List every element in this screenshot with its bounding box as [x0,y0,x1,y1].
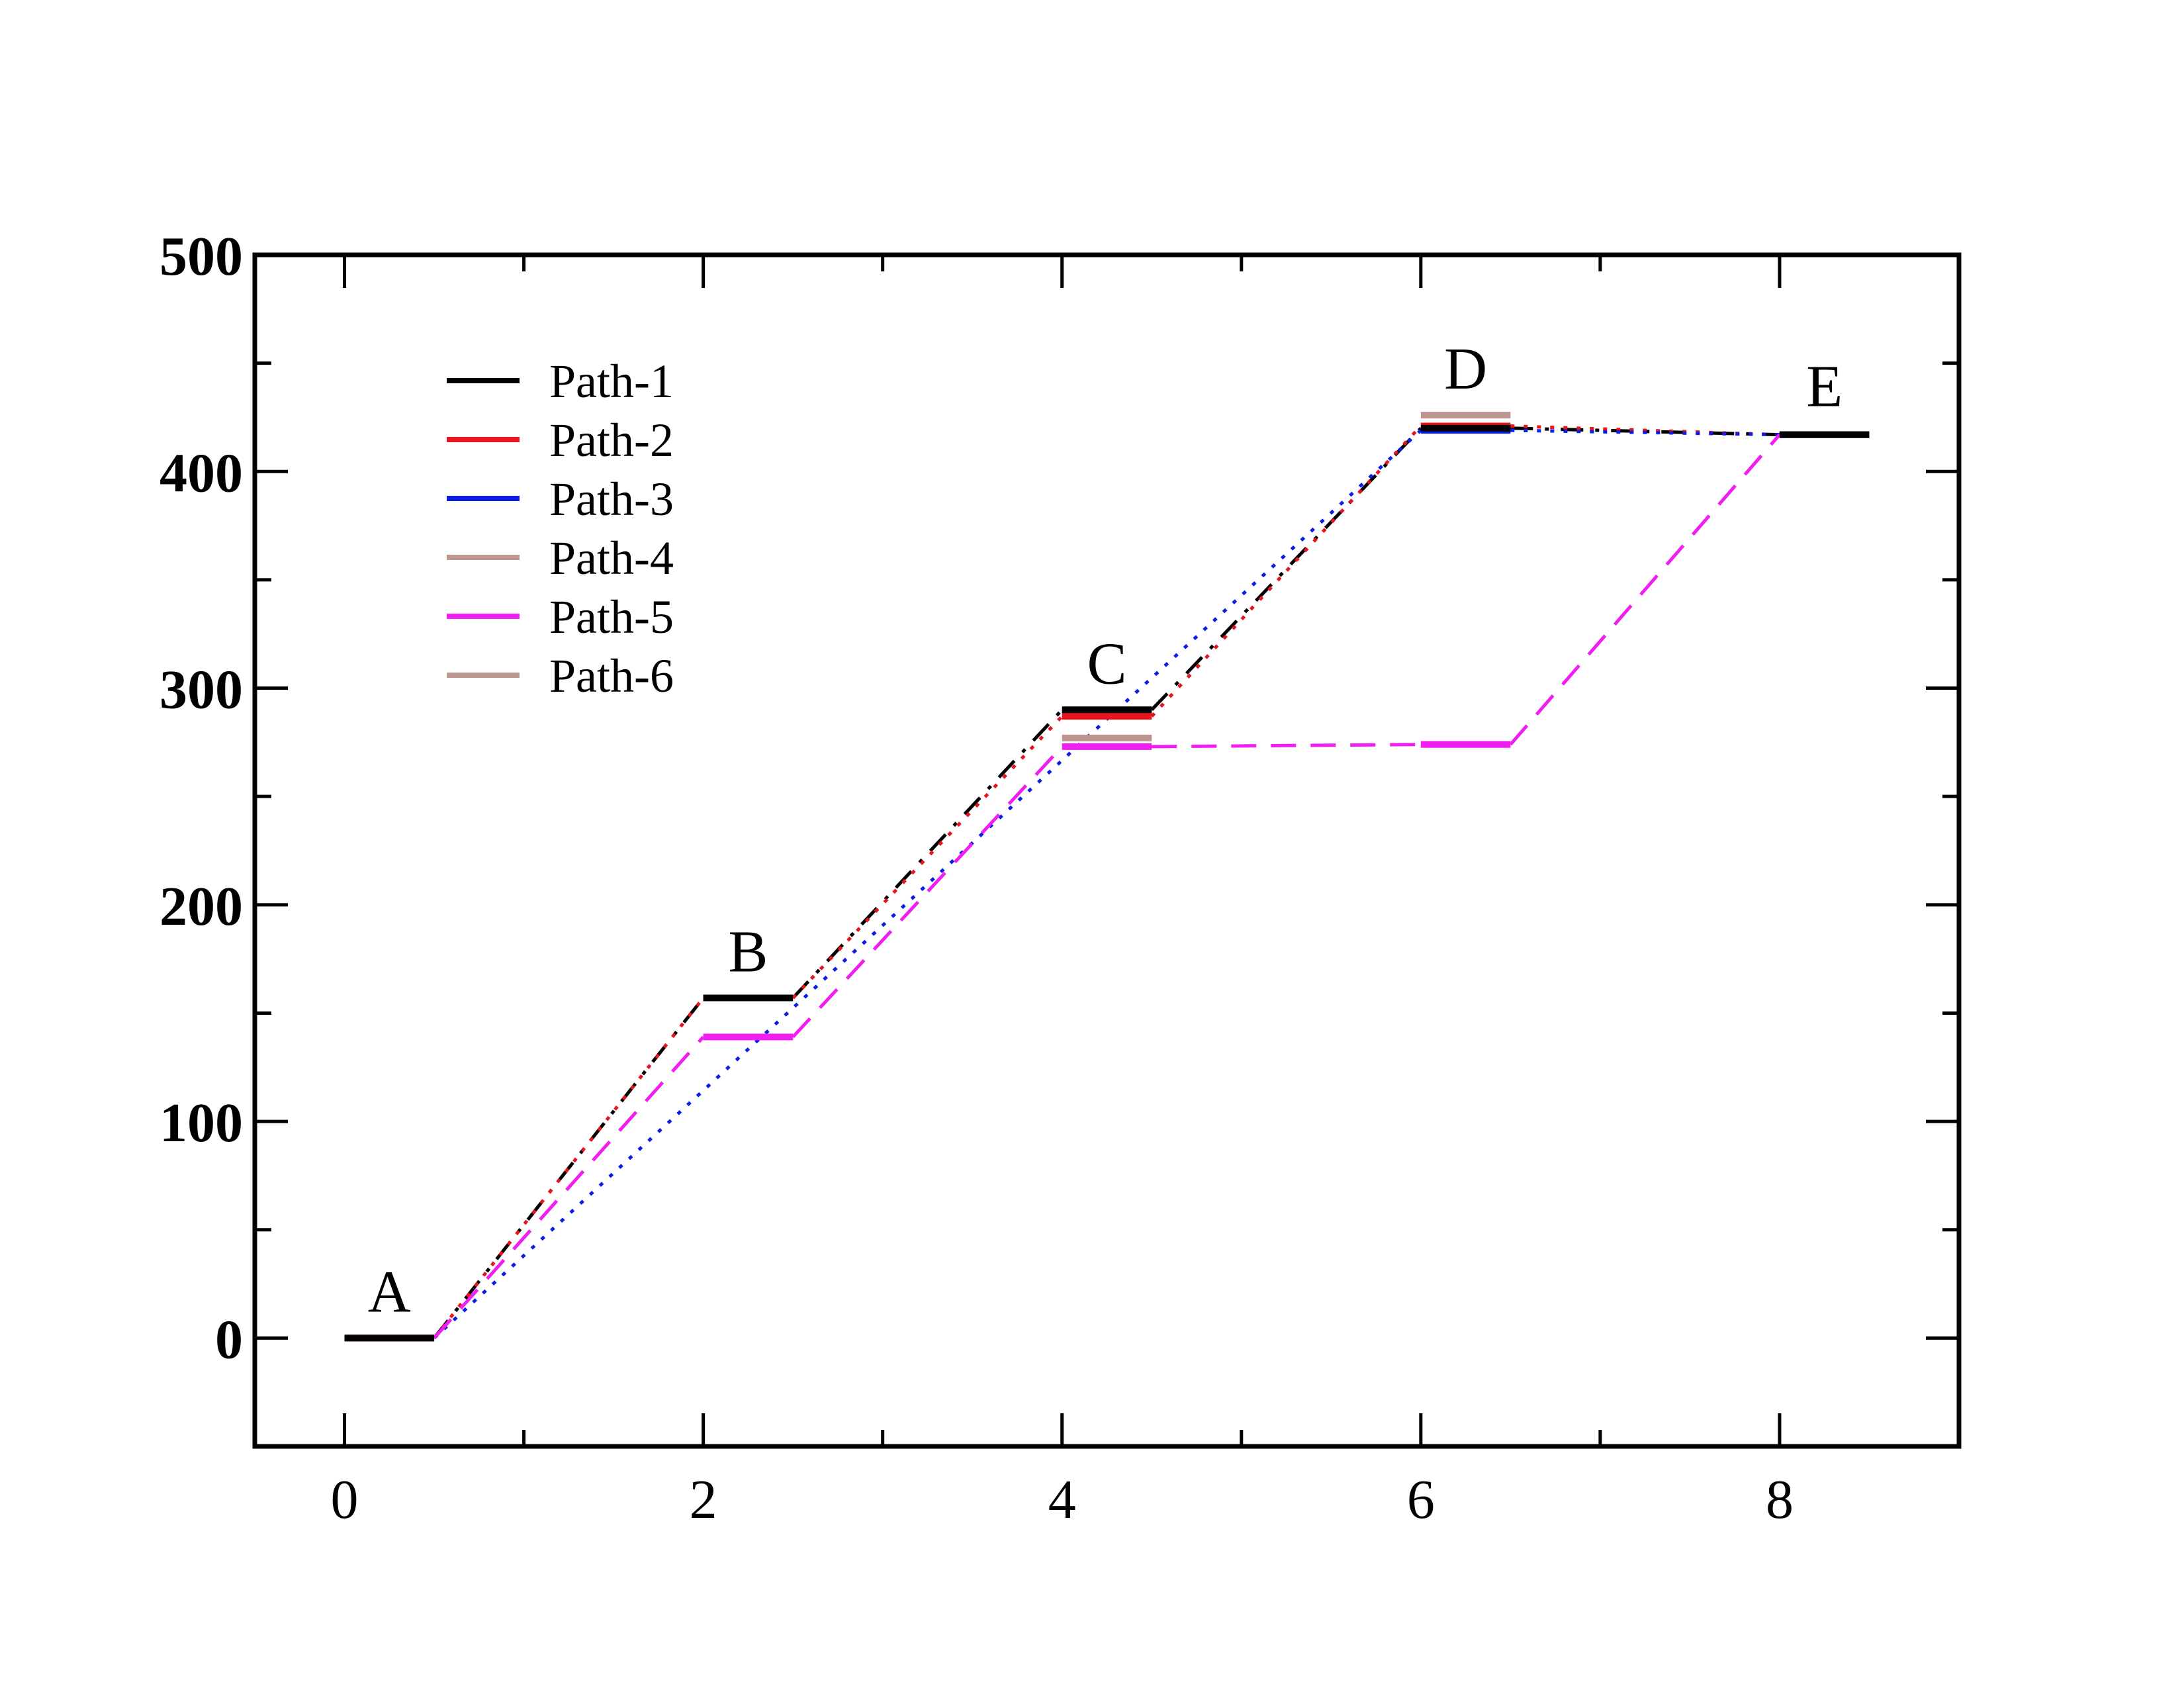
path-2-connector [1510,424,1780,437]
path-2-legend-label: Path-2 [549,414,674,467]
path-connectors [433,424,1781,1340]
state-label-c: C [1087,631,1126,696]
x-tick-label: 6 [1407,1469,1435,1530]
x-tick-label: 8 [1766,1469,1794,1530]
tick-marks [255,253,1959,1448]
path-1-connector [1150,427,1422,711]
x-tick-label: 0 [331,1469,359,1530]
path-3-connector [1510,428,1780,437]
path-6-legend-label: Path-6 [549,649,674,702]
state-label-d: D [1444,336,1487,402]
x-tick-label: 2 [690,1469,717,1530]
path-5-connector [433,1035,705,1340]
plot-frame [252,252,1962,1449]
state-label-b: B [728,919,768,985]
path-1-connector [433,996,705,1339]
state-labels: A B C D E [368,336,1843,1325]
path-5-connector [1509,433,1781,746]
path-5-legend-label: Path-5 [549,590,674,643]
path-1-connector [792,708,1064,1000]
y-tick-label: 100 [159,1092,243,1154]
path-5-connector [792,745,1064,1039]
y-tick-label: 500 [159,226,243,287]
path-1-legend-label: Path-1 [549,355,674,408]
y-tick-label: 400 [159,442,243,504]
path-3-legend-label: Path-3 [549,473,674,526]
state-label-e: E [1806,353,1843,419]
state-label-a: A [368,1259,411,1325]
x-tick-label: 4 [1048,1469,1076,1530]
path-5-connector [1152,743,1421,749]
y-tick-label: 300 [159,659,243,721]
y-tick-label: 0 [215,1309,243,1370]
y-tick-label: 200 [159,876,243,937]
energy-levels [344,412,1870,1342]
tick-labels: 0 100 200 300 400 500 0 2 4 6 8 [159,226,1794,1530]
path-4-legend-label: Path-4 [549,532,674,585]
